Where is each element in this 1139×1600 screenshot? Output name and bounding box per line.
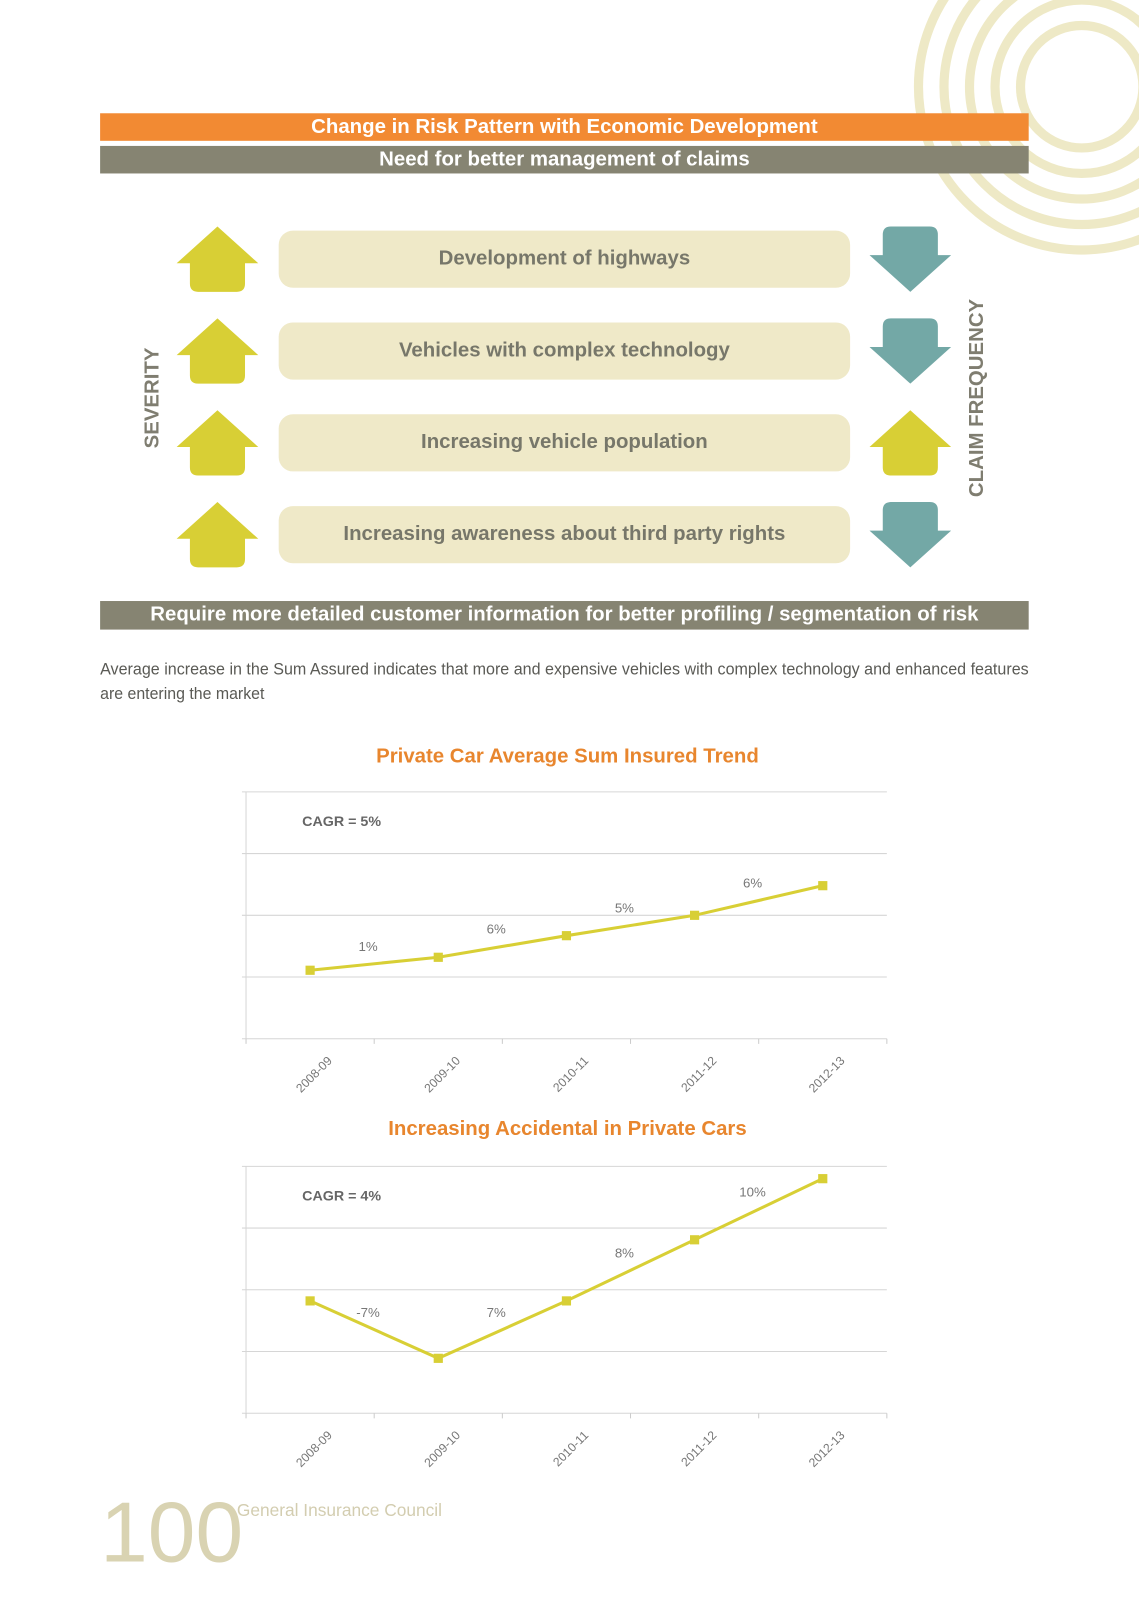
- row-label: Increasing vehicle population: [421, 431, 708, 453]
- left-arrow: [176, 502, 259, 568]
- row-label: Increasing awareness about third party r…: [343, 523, 785, 545]
- subtitle: Need for better management of claims: [379, 149, 750, 171]
- x-tick-label: 2008-09: [293, 1054, 335, 1096]
- growth-label: -7%: [356, 1305, 380, 1320]
- marker: [690, 910, 700, 920]
- x-tick-label: 2012-13: [806, 1054, 848, 1096]
- paragraph-line: Average increase in the Sum Assured indi…: [100, 661, 1029, 679]
- growth-label: 6%: [743, 876, 762, 891]
- x-tick-label: 2010-11: [550, 1054, 591, 1095]
- marker: [561, 931, 572, 941]
- marker: [433, 952, 443, 962]
- row-label: Vehicles with complex technology: [399, 339, 731, 361]
- right-arrow: [869, 226, 952, 292]
- right-label: CLAIM FREQUENCY: [966, 298, 988, 497]
- marker: [305, 965, 315, 975]
- row-pill: [278, 414, 851, 472]
- x-tick-label: 2008-09: [293, 1428, 335, 1470]
- organization: General Insurance Council: [237, 1500, 442, 1520]
- x-tick-label: 2009-10: [421, 1428, 463, 1470]
- marker: [818, 881, 828, 891]
- paragraph-line: are entering the market: [100, 685, 265, 703]
- growth-label: 5%: [615, 901, 634, 916]
- right-arrow: [869, 502, 952, 568]
- left-arrow: [176, 410, 259, 476]
- row-pill: [278, 322, 851, 380]
- footer-bar: [100, 601, 1029, 630]
- marker: [690, 1235, 700, 1245]
- row-label: Development of highways: [439, 248, 691, 270]
- x-tick-label: 2009-10: [421, 1054, 463, 1096]
- left-arrow: [176, 226, 259, 292]
- marker: [818, 1174, 828, 1184]
- growth-label: 7%: [487, 1305, 506, 1320]
- right-arrow: [869, 410, 952, 476]
- growth-label: 10%: [739, 1184, 766, 1199]
- chart-annotation: CAGR = 4%: [302, 1189, 381, 1205]
- footer-bar-text: Require more detailed customer informati…: [150, 604, 979, 626]
- title: Change in Risk Pattern with Economic Dev…: [311, 116, 818, 138]
- page-number: 100: [100, 1484, 243, 1580]
- chart-title: Private Car Average Sum Insured Trend: [376, 746, 759, 768]
- growth-label: 8%: [615, 1246, 634, 1261]
- x-tick-label: 2011-12: [678, 1054, 719, 1095]
- line-series: [309, 884, 824, 972]
- x-tick-label: 2010-11: [550, 1428, 591, 1469]
- decor-arcs: [913, 0, 1139, 255]
- marker: [433, 1353, 443, 1363]
- marker: [561, 1296, 572, 1306]
- x-tick-label: 2012-13: [806, 1428, 848, 1470]
- left-label: SEVERITY: [142, 347, 164, 448]
- x-tick-label: 2011-12: [678, 1428, 719, 1469]
- growth-label: 6%: [487, 922, 506, 937]
- right-arrow: [869, 318, 952, 384]
- marker: [305, 1296, 315, 1306]
- chart-title: Increasing Accidental in Private Cars: [388, 1118, 747, 1140]
- chart-annotation: CAGR = 5%: [302, 814, 381, 830]
- title-bar: [100, 113, 1029, 141]
- left-arrow: [176, 318, 259, 384]
- diagram-rows: Development of highways Vehicles with com…: [176, 226, 952, 568]
- subtitle-bar: [100, 145, 1029, 174]
- line-series: [309, 1177, 824, 1360]
- row-pill: [278, 506, 851, 564]
- row-pill: [278, 230, 851, 288]
- growth-label: 1%: [358, 939, 377, 954]
